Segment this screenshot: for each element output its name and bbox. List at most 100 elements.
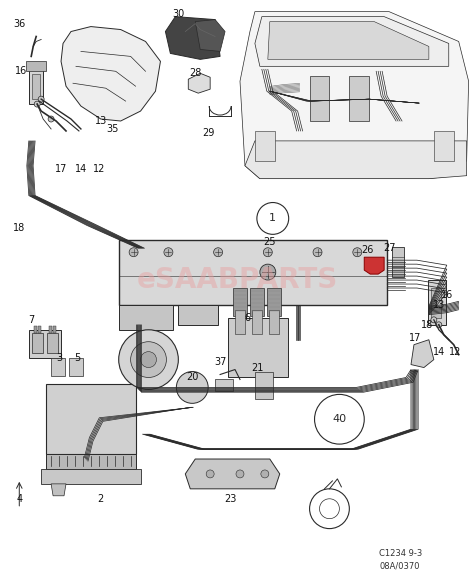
Bar [392,247,404,277]
Text: 29: 29 [202,128,214,138]
Bar [349,76,369,121]
Text: 20: 20 [186,373,199,382]
Text: 17: 17 [409,333,421,343]
Text: 6: 6 [245,313,251,323]
Text: 1: 1 [269,213,276,223]
Text: 18: 18 [13,223,26,233]
Circle shape [264,248,272,257]
Polygon shape [240,12,469,178]
Bar [255,371,273,399]
Bar [29,330,61,357]
Circle shape [313,248,322,257]
Bar [269,310,279,333]
Polygon shape [195,20,225,51]
Text: C1234 9-3: C1234 9-3 [379,549,422,558]
Polygon shape [41,469,141,484]
Bar [431,288,441,318]
Polygon shape [185,459,280,489]
Circle shape [118,330,178,389]
Text: 16: 16 [15,66,27,76]
FancyBboxPatch shape [118,240,387,305]
Bar [51,357,65,375]
Text: 16: 16 [441,290,453,300]
Text: 7: 7 [28,315,34,325]
Bar [118,305,173,330]
Text: 21: 21 [252,363,264,373]
Polygon shape [61,27,161,121]
Bar [267,288,281,316]
Circle shape [176,371,208,403]
Text: 12: 12 [448,347,461,357]
Polygon shape [268,22,429,59]
Bar [29,69,43,104]
Text: 17: 17 [55,164,67,174]
Circle shape [164,248,173,257]
Circle shape [206,470,214,478]
Bar [255,131,275,161]
Polygon shape [245,141,466,178]
Circle shape [353,248,362,257]
Bar [32,333,43,353]
Polygon shape [364,257,384,274]
Text: 40: 40 [332,415,346,424]
Circle shape [260,264,276,280]
Text: 35: 35 [107,124,119,134]
Circle shape [214,248,223,257]
Text: 13: 13 [95,116,107,126]
Text: 14: 14 [433,347,445,357]
Circle shape [436,322,442,328]
Text: 28: 28 [189,68,201,78]
Bar [69,357,83,375]
Bar [215,380,233,391]
Polygon shape [165,17,220,59]
Text: 4: 4 [16,494,22,504]
Text: 26: 26 [361,245,374,255]
Text: 37: 37 [214,357,226,367]
Bar [26,61,46,71]
Circle shape [236,470,244,478]
Circle shape [129,248,138,257]
Bar [53,326,56,333]
Bar [428,280,446,325]
Circle shape [431,317,437,323]
Bar [250,288,264,316]
Bar [228,318,288,378]
Circle shape [48,116,54,122]
Text: 23: 23 [224,494,236,504]
Bar [46,454,136,469]
Text: 30: 30 [172,9,184,19]
Bar [49,326,52,333]
Text: 2: 2 [98,494,104,504]
Bar [310,76,329,121]
Bar [46,384,136,454]
Circle shape [34,101,40,107]
Bar [233,288,247,316]
Text: 12: 12 [92,164,105,174]
Circle shape [131,342,166,378]
Polygon shape [411,340,434,367]
Circle shape [261,470,269,478]
Circle shape [38,96,44,102]
Bar [32,74,40,99]
Text: 36: 36 [13,19,26,29]
Text: 18: 18 [421,320,433,330]
Bar [47,333,58,353]
Text: 25: 25 [264,237,276,247]
Text: eSAABPARTS: eSAABPARTS [137,266,337,294]
Polygon shape [51,484,66,496]
Text: 08A/0370: 08A/0370 [379,562,419,571]
Bar [252,310,262,333]
Bar [38,326,41,333]
Circle shape [141,352,156,367]
Text: 5: 5 [74,353,80,363]
Text: 14: 14 [75,164,87,174]
Polygon shape [188,73,210,93]
Text: 13: 13 [433,300,445,310]
Text: 27: 27 [383,243,395,253]
Text: 3: 3 [56,353,62,363]
Bar [235,310,245,333]
Bar [178,305,218,325]
Polygon shape [255,17,449,66]
Bar [34,326,37,333]
Bar [434,131,454,161]
